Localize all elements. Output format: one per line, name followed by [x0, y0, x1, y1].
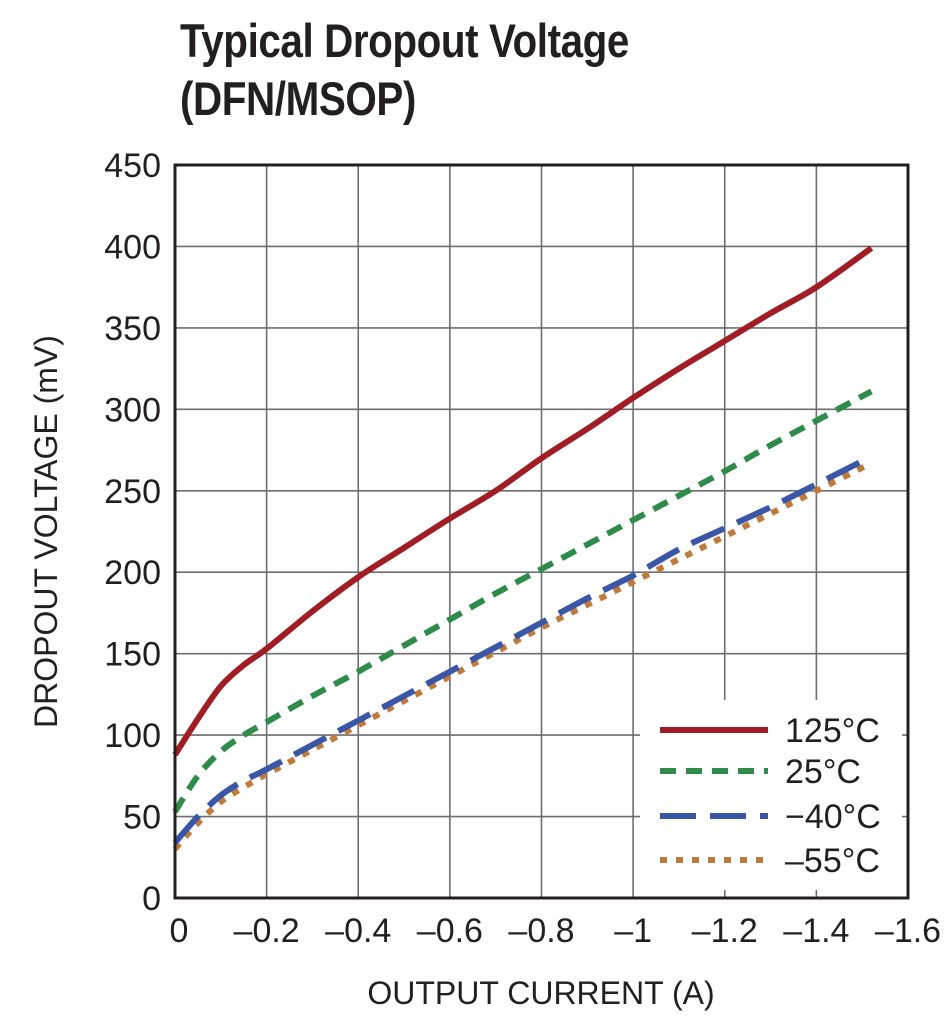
tick-labels: 0 –0.2 –0.4 –0.6 –0.8 –1 –1.2 –1.4 –1.6 0 50 100 150…	[104, 147, 941, 950]
series-line-3	[172, 460, 873, 852]
chart-title-line1: Typical Dropout Voltage	[180, 14, 629, 67]
legend-label: −40°C	[785, 798, 881, 836]
series-line-2	[172, 453, 873, 845]
x-tick-label: –0.4	[325, 912, 391, 950]
legend-label: 125°C	[785, 712, 880, 750]
y-tick-label: 300	[104, 391, 161, 429]
x-tick-label: –1.2	[692, 912, 758, 950]
series-line-1	[172, 388, 873, 814]
y-tick-label: 450	[104, 147, 161, 185]
chart-title-line2: (DFN/MSOP)	[180, 72, 416, 125]
x-tick-label: –0.8	[508, 912, 574, 950]
y-tick-label: 200	[104, 554, 161, 592]
legend-label: 25°C	[785, 753, 861, 791]
x-tick-label: –0.2	[234, 912, 300, 950]
y-tick-label: 50	[123, 799, 161, 837]
plot-frame	[173, 163, 910, 900]
y-tick-label: 100	[104, 717, 161, 755]
x-axis-label: OUTPUT CURRENT (A)	[367, 975, 714, 1011]
x-tick-label: –1	[614, 912, 652, 950]
series-layer	[172, 245, 874, 852]
y-tick-label: 250	[104, 473, 161, 511]
y-tick-label: 150	[104, 636, 161, 674]
series-line-0	[172, 245, 874, 757]
y-axis-label: DROPOUT VOLTAGE (mV)	[28, 335, 64, 728]
x-tick-label: –0.6	[417, 912, 483, 950]
y-tick-label: 400	[104, 228, 161, 266]
legend: 125°C25°C −40°C –55°C	[660, 712, 881, 880]
y-tick-label: 350	[104, 310, 161, 348]
legend-label: –55°C	[785, 842, 880, 880]
x-tick-label: –1.4	[783, 912, 849, 950]
chart-title: Typical Dropout Voltage (DFN/MSOP)	[180, 12, 629, 128]
x-tick-label: 0	[170, 912, 189, 950]
x-tick-label: –1.6	[875, 912, 941, 950]
y-tick-label: 0	[142, 880, 161, 918]
